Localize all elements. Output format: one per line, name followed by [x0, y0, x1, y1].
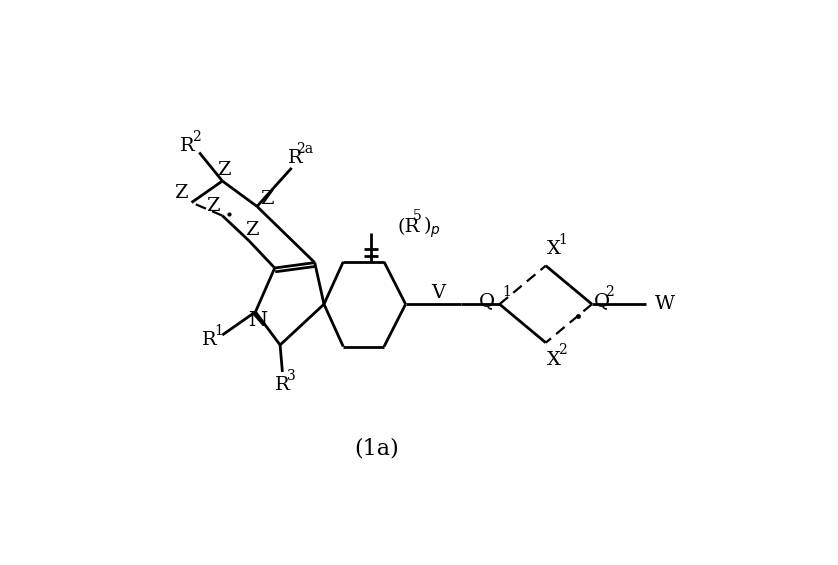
Text: R: R [288, 149, 303, 167]
Text: 1: 1 [503, 285, 511, 299]
Text: 2: 2 [193, 130, 201, 144]
Text: )$_p$: )$_p$ [422, 215, 441, 240]
Text: 1: 1 [214, 324, 223, 338]
Text: Z: Z [217, 161, 230, 179]
Text: Z: Z [174, 184, 188, 202]
Text: V: V [431, 284, 445, 302]
Text: Z: Z [206, 197, 220, 215]
Text: Z: Z [261, 190, 274, 208]
Text: 2a: 2a [296, 142, 313, 155]
Text: X: X [547, 240, 561, 258]
Text: R: R [275, 376, 290, 394]
Text: W: W [655, 295, 675, 313]
Text: 3: 3 [287, 369, 296, 383]
Text: N: N [248, 310, 267, 329]
Text: R: R [180, 137, 195, 155]
Text: 5: 5 [413, 210, 422, 223]
Text: 1: 1 [558, 233, 567, 246]
Text: Q: Q [593, 292, 609, 310]
Text: Z: Z [245, 221, 258, 239]
Text: Q: Q [478, 292, 495, 310]
Text: X: X [547, 351, 561, 368]
Text: (R: (R [398, 218, 421, 236]
Text: R: R [202, 332, 217, 349]
Text: (1a): (1a) [354, 438, 399, 460]
Text: 2: 2 [558, 344, 566, 358]
Text: 2: 2 [605, 285, 613, 299]
